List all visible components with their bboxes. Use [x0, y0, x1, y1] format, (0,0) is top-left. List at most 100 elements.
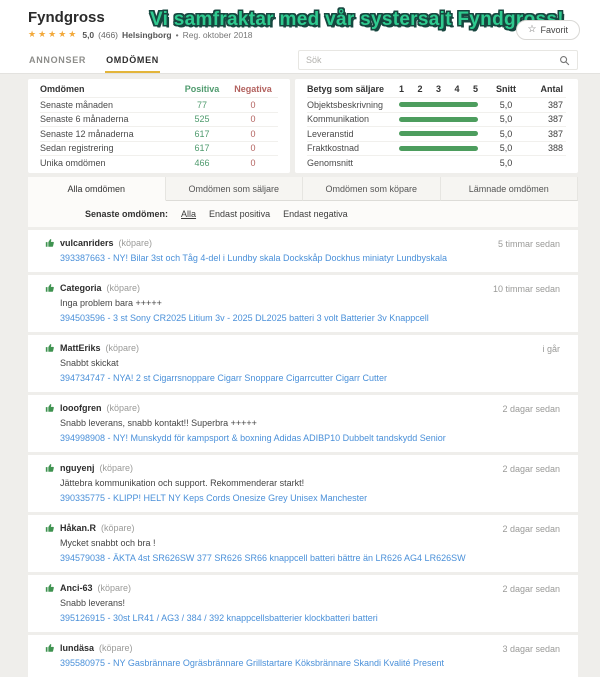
review-item-link[interactable]: 394503596 - 3 st Sony CR2025 Litium 3v -…	[60, 312, 429, 323]
col-snitt: Snitt	[496, 83, 516, 94]
rating-count-value: 388	[547, 143, 563, 154]
rating-stars-icon: ★★★★★	[28, 29, 79, 39]
review-timestamp: 3 dagar sedan	[502, 643, 560, 654]
reviewer-role: (köpare)	[105, 342, 140, 353]
positive-count: 617	[194, 128, 210, 139]
reviewer-role: (köpare)	[106, 402, 141, 413]
rating-count-value: 387	[547, 128, 563, 139]
promo-banner: Vi samfraktar med vår systersajt Fyndgro…	[150, 9, 564, 30]
thumbs-up-icon	[45, 238, 54, 247]
rating-count-value: 387	[547, 99, 563, 110]
review-tab[interactable]: Lämnade omdömen	[440, 176, 578, 201]
review-item-link[interactable]: 395126915 - 30st LR41 / AG3 / 384 / 392 …	[60, 612, 378, 623]
favorite-button-label: Favorit	[540, 25, 568, 35]
rating-bar	[399, 116, 478, 122]
scale-number: 1	[399, 83, 405, 94]
rating-average: 5,0	[499, 157, 513, 168]
scale-number: 4	[454, 83, 460, 94]
rating-average: 5,0	[499, 143, 513, 154]
profile-nav-tab[interactable]: OMDÖMEN	[105, 55, 161, 73]
rating-category: Genomsnitt	[307, 157, 354, 168]
reviewer-role: (köpare)	[118, 237, 153, 248]
review-item-link[interactable]: 390335775 - KLIPP! HELT NY Keps Cords On…	[60, 492, 368, 503]
scale-number: 3	[435, 83, 441, 94]
reviewer-username[interactable]: nguyenj	[60, 462, 95, 473]
review-tab[interactable]: Omdömen som säljare	[165, 176, 303, 201]
profile-nav-tab[interactable]: ANNONSER	[29, 55, 87, 65]
search-input[interactable]	[306, 55, 559, 65]
negative-count: 0	[250, 114, 256, 125]
rating-table-header: Betyg som säljare 1 2 3 4 5 Snitt	[307, 80, 566, 97]
rating-bar	[399, 131, 478, 137]
review-timestamp: 10 timmar sedan	[492, 283, 560, 294]
row-label: Unika omdömen	[40, 157, 106, 168]
rating-bar	[399, 145, 478, 151]
rating-count-value: 387	[547, 114, 563, 125]
review-item-link[interactable]: 395580975 - NY Gasbrännare Ogräsbrännare…	[60, 657, 445, 668]
review-filter-row: Senaste omdömen: Alla Endast positiva En…	[28, 200, 578, 227]
registration-date: Reg. oktober 2018	[182, 29, 253, 40]
reviewer-username[interactable]: vulcanriders	[60, 237, 114, 248]
review-item-link[interactable]: 394579038 - ÄKTA 4st SR626SW 377 SR626 S…	[60, 552, 466, 563]
scale-number: 2	[417, 83, 423, 94]
review-item: Categoria (köpare) 10 timmar sedan Inga …	[28, 274, 578, 332]
review-item: MattEriks (köpare) i går Snabbt skickat …	[28, 334, 578, 392]
review-comment: Snabb leverans!	[60, 597, 126, 608]
col-antal: Antal	[540, 83, 564, 94]
rating-average: 5,0	[499, 128, 513, 139]
feedback-table-header: Omdömen Positiva Negativa	[40, 80, 278, 97]
row-label: Senaste 12 månaderna	[40, 128, 134, 139]
reviewer-username[interactable]: lundäsa	[60, 642, 95, 653]
review-item-link[interactable]: 393387663 - NY! Bilar 3st och Tåg 4-del …	[60, 252, 448, 263]
reviewer-role: (köpare)	[101, 522, 135, 533]
filter-option[interactable]: Endast positiva	[209, 208, 271, 219]
review-timestamp: 2 dagar sedan	[502, 583, 560, 594]
reviewer-role: (köpare)	[99, 642, 133, 653]
rating-average: 5,0	[499, 114, 513, 125]
row-label: Sedan registrering	[40, 143, 114, 154]
favorite-button[interactable]: ☆ Favorit	[515, 20, 580, 40]
rating-average: 5,0	[499, 99, 513, 110]
reviewer-username[interactable]: Categoria	[60, 282, 102, 293]
review-list: vulcanriders (köpare) 5 timmar sedan 393…	[0, 229, 600, 677]
review-timestamp: 2 dagar sedan	[502, 403, 560, 414]
feedback-table-title: Omdömen	[40, 83, 85, 94]
review-timestamp: 5 timmar sedan	[497, 238, 560, 249]
review-comment: Mycket snabbt och bra !	[60, 537, 156, 548]
negative-count: 0	[250, 143, 256, 154]
thumbs-up-icon	[45, 283, 54, 292]
review-timestamp: 2 dagar sedan	[502, 523, 560, 534]
feedback-table-row: Senaste månaden 77 0	[40, 97, 278, 112]
rating-table-row: Genomsnitt 5,0	[307, 155, 566, 170]
review-item: lundäsa (köpare) 3 dagar sedan 395580975…	[28, 634, 578, 677]
review-tab[interactable]: Alla omdömen	[28, 176, 166, 201]
review-item: nguyenj (köpare) 2 dagar sedan Jättebra …	[28, 454, 578, 512]
review-tab[interactable]: Omdömen som köpare	[303, 176, 441, 201]
rating-category: Fraktkostnad	[307, 143, 360, 154]
summary-cards: Omdömen Positiva Negativa Senaste månade…	[28, 79, 578, 173]
rating-table-row: Leveranstid 5,0 387	[307, 126, 566, 141]
row-label: Senaste 6 månaderna	[40, 114, 129, 125]
review-timestamp: i går	[542, 343, 560, 354]
review-item-link[interactable]: 394734747 - NYA! 2 st Cigarrsnoppare Cig…	[60, 372, 387, 383]
review-item-link[interactable]: 394998908 - NY! Munskydd för kampsport &…	[60, 432, 446, 443]
rating-value: 5,0	[82, 29, 95, 40]
reviewer-username[interactable]: looofgren	[60, 402, 102, 413]
filter-option[interactable]: Alla	[181, 208, 197, 219]
filter-option[interactable]: Endast negativa	[283, 208, 348, 219]
negative-count: 0	[250, 128, 256, 139]
positive-count: 525	[194, 114, 210, 125]
reviewer-username[interactable]: MattEriks	[60, 342, 101, 353]
rating-category: Objektsbeskrivning	[307, 99, 384, 110]
reviewer-username[interactable]: Håkan.R	[60, 522, 97, 533]
review-comment: Snabb leverans, snabb kontakt!! Superbra…	[60, 417, 257, 428]
positive-count: 466	[194, 157, 210, 168]
seller-rating-table: Betyg som säljare 1 2 3 4 5 Snitt	[295, 79, 578, 173]
profile-nav: ANNONSER OMDÖMEN	[28, 55, 161, 73]
search-box	[298, 50, 578, 70]
reviewer-username[interactable]: Anci-63	[60, 582, 93, 593]
positive-count: 617	[194, 143, 210, 154]
review-tabs: Alla omdömen Omdömen som säljare Omdömen…	[28, 176, 578, 201]
negative-count: 0	[250, 157, 256, 168]
search-icon[interactable]	[559, 55, 570, 66]
